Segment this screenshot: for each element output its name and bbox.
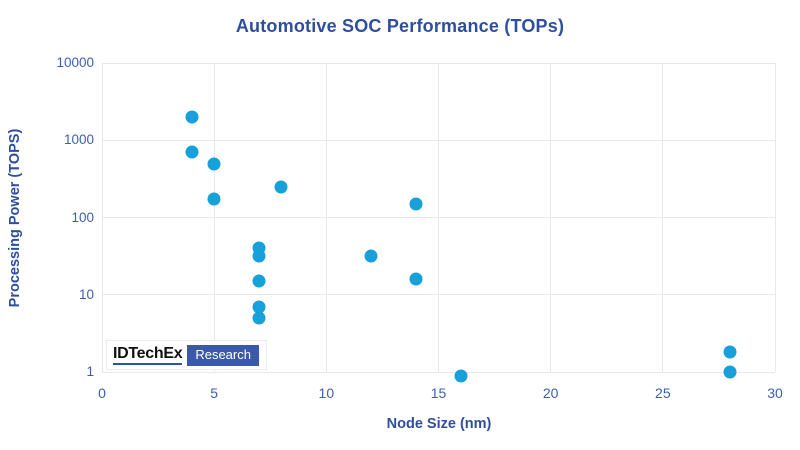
data-point-8nm-250tops (274, 180, 288, 194)
idtechex-logo: IDTechEx Research (106, 340, 267, 370)
data-point-7nm-7tops (252, 300, 266, 314)
x-tick-label-10: 10 (318, 385, 335, 401)
data-point-14nm-16tops (409, 272, 423, 286)
idtechex-logo-division: Research (187, 344, 259, 366)
data-point-28nm-1.8tops (723, 345, 737, 359)
data-point-7nm-15tops (252, 274, 266, 288)
data-point-4nm-700tops (185, 145, 199, 159)
x-tick-label-5: 5 (210, 385, 219, 401)
data-point-7nm-5tops (252, 311, 266, 325)
x-tick-label-20: 20 (542, 385, 559, 401)
x-tick-label-25: 25 (655, 385, 671, 401)
x-tick-label-0: 0 (98, 385, 106, 401)
gridline-y-100 (102, 217, 775, 218)
chart-title: Automotive SOC Performance (TOPs) (235, 16, 565, 36)
y-tick-label-100: 100 (71, 209, 94, 225)
gridline-y-1000 (102, 139, 775, 141)
data-point-4nm-2000tops (185, 110, 199, 124)
x-tick-label-15: 15 (430, 385, 447, 401)
data-point-28nm-1tops (723, 365, 737, 379)
x-axis-title: Node Size (nm) (386, 416, 492, 432)
data-point-5nm-500tops (207, 157, 221, 170)
y-tick-label-1: 1 (86, 364, 94, 379)
gridline-x-30 (774, 63, 776, 372)
gridline-y-10 (102, 294, 775, 296)
y-tick-label-10: 10 (78, 286, 94, 302)
plot-area (101, 62, 776, 383)
gridline-y-10000 (102, 62, 775, 64)
data-point-14nm-150tops (409, 197, 423, 211)
data-point-7nm-32tops (252, 249, 266, 263)
data-point-12nm-32tops (364, 249, 378, 263)
y-tick-label-1000: 1000 (63, 132, 94, 148)
data-point-5nm-175tops (207, 192, 221, 206)
gridline-y-1 (102, 371, 775, 373)
x-tick-label-30: 30 (767, 385, 783, 401)
data-point-16nm-0.9tops (454, 369, 468, 383)
idtechex-logo-name: IDTechEx (113, 345, 183, 365)
y-tick-label-10000: 10000 (56, 55, 94, 70)
